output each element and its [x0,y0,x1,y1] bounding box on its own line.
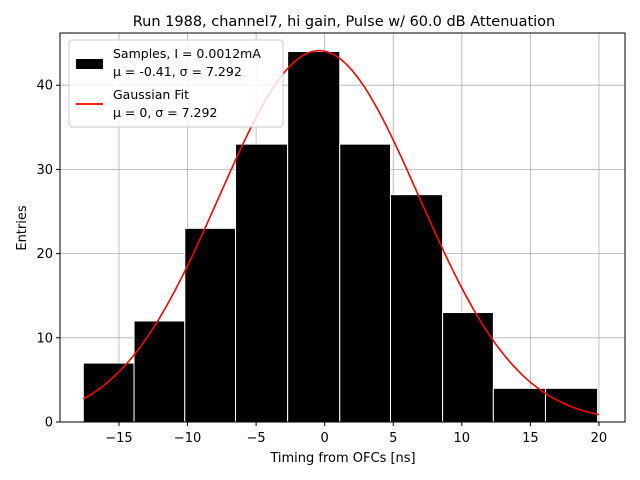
histogram-bar [235,143,289,423]
histogram-bar [339,143,391,423]
x-tick-label: −10 [174,431,201,446]
fit-curve [82,49,600,416]
x-tick-label: 0 [321,431,329,446]
x-tick-label: 5 [389,431,397,446]
x-tick-label: −15 [105,431,132,446]
histogram-bar [184,227,237,423]
histogram-bar [133,320,186,423]
histogram-bar [389,194,444,423]
histogram-bar [544,387,599,423]
legend-samples-stats: μ = -0.41, σ = 7.292 [113,64,242,79]
y-tick-label: 0 [45,416,53,431]
histogram-bar [82,362,135,423]
y-axis-ticks: 0 10 20 30 40 [36,79,60,431]
y-axis-label: Entries [15,205,30,251]
legend-samples-swatch [76,59,103,69]
y-tick-label: 30 [36,163,53,178]
chart-title: Run 1988, channel7, hi gain, Pulse w/ 60… [133,14,556,30]
legend-samples-label: Samples, I = 0.0012mA [113,46,261,61]
x-tick-label: 20 [591,431,608,446]
x-tick-label: 15 [522,431,539,446]
legend: Samples, I = 0.0012mA μ = -0.41, σ = 7.2… [68,39,284,128]
legend-fit-stats: μ = 0, σ = 7.292 [113,105,217,120]
legend-box [68,39,284,128]
x-tick-label: −5 [247,431,266,446]
histogram-bars [82,51,599,423]
plot-frame [59,32,626,423]
y-tick-label: 40 [36,79,53,94]
histogram-bar [492,387,546,423]
legend-fit-label: Gaussian Fit [113,87,189,102]
y-tick-label: 20 [36,247,53,262]
x-axis-ticks: −15 −10 −5 0 5 10 15 20 [105,422,607,446]
y-tick-label: 10 [36,331,53,346]
gaussian-fit [82,49,600,416]
x-tick-label: 10 [454,431,471,446]
histogram-bar [287,51,341,423]
x-axis-label: Timing from OFCs [ns] [269,451,415,466]
